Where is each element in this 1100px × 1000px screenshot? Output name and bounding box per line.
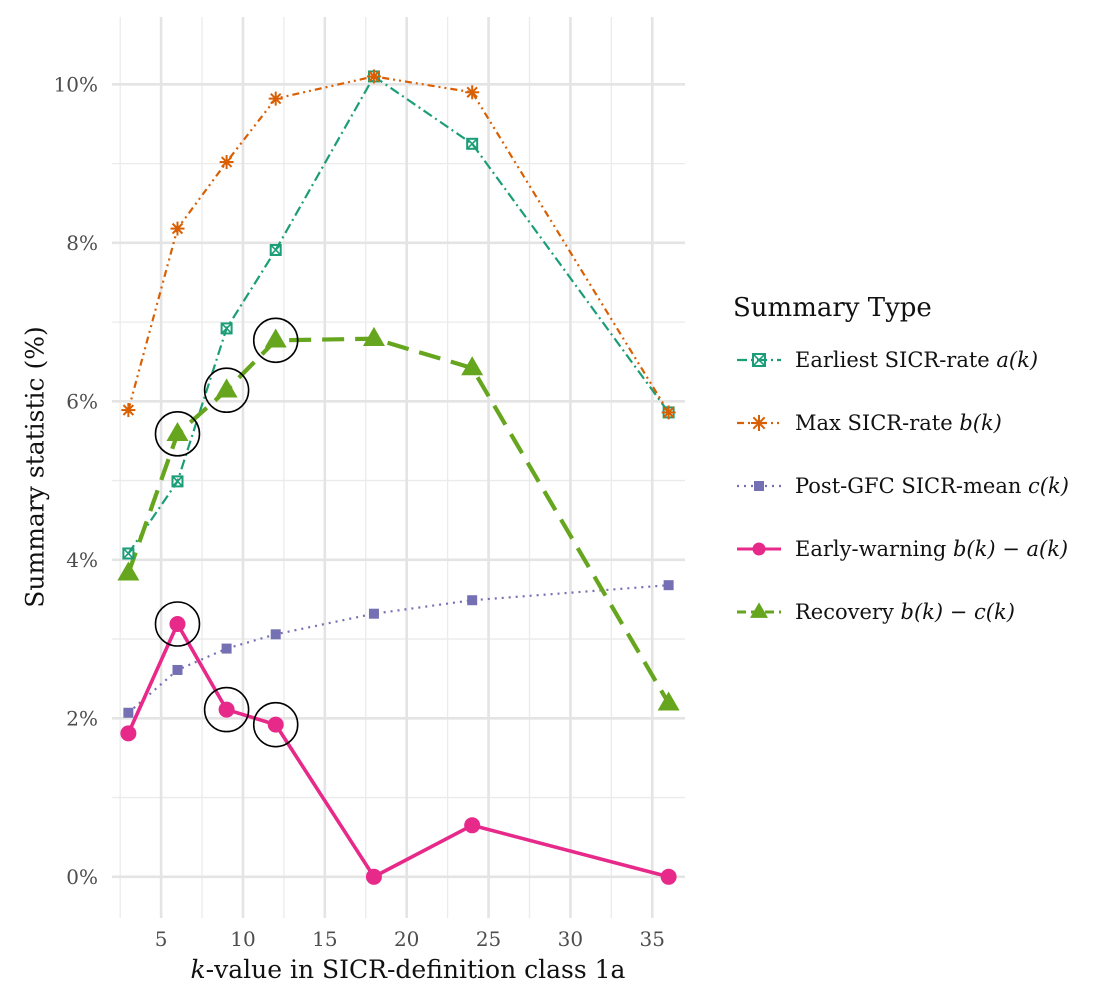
series-lines bbox=[126, 75, 671, 879]
series-line bbox=[127, 584, 669, 714]
data-point bbox=[268, 91, 283, 106]
data-point bbox=[365, 868, 382, 885]
data-point bbox=[663, 580, 674, 591]
data-point bbox=[120, 725, 137, 742]
legend-label: Recovery b(k) − c(k) bbox=[795, 600, 1015, 624]
data-point bbox=[270, 629, 281, 640]
y-axis-title: Summary statistic (%) bbox=[21, 326, 50, 607]
highlight-circle bbox=[203, 367, 250, 414]
highlight-circle bbox=[252, 701, 299, 748]
series-line bbox=[126, 336, 671, 705]
x-tick-label: 35 bbox=[640, 927, 665, 951]
data-point bbox=[117, 561, 140, 581]
data-point bbox=[123, 707, 134, 718]
data-point bbox=[657, 691, 680, 711]
legend-marker bbox=[752, 353, 766, 367]
data-point bbox=[269, 243, 282, 256]
legend-item: Max SICR-rate b(k) bbox=[737, 411, 1002, 435]
data-point bbox=[221, 643, 232, 654]
legend-label: Early-warning b(k) − a(k) bbox=[795, 537, 1068, 561]
legend-marker bbox=[754, 481, 764, 491]
data-point bbox=[219, 155, 234, 170]
data-point bbox=[464, 817, 481, 834]
data-point bbox=[166, 422, 189, 442]
y-tick-label: 2% bbox=[66, 706, 98, 730]
x-axis-title: k-value in SICR-definition class 1a bbox=[191, 955, 626, 984]
y-tick-label: 0% bbox=[66, 865, 98, 889]
legend-item: Post-GFC SICR-mean c(k) bbox=[737, 474, 1069, 498]
data-point bbox=[661, 405, 676, 420]
x-tick-label: 5 bbox=[155, 927, 168, 951]
y-tick-label: 6% bbox=[66, 389, 98, 413]
legend-marker bbox=[752, 542, 766, 556]
data-point bbox=[465, 85, 480, 100]
data-point bbox=[660, 868, 677, 885]
legend-item: Early-warning b(k) − a(k) bbox=[737, 537, 1068, 561]
data-point bbox=[220, 322, 233, 335]
data-point bbox=[171, 475, 184, 488]
series-line bbox=[127, 75, 670, 555]
series-markers bbox=[117, 69, 680, 885]
data-point bbox=[466, 137, 479, 150]
y-tick-label: 8% bbox=[66, 231, 98, 255]
highlight-circle bbox=[252, 317, 299, 364]
data-point bbox=[172, 664, 183, 675]
legend-label: Post-GFC SICR-mean c(k) bbox=[795, 474, 1069, 498]
legend-label: Max SICR-rate b(k) bbox=[795, 411, 1002, 435]
legend-item: Earliest SICR-rate a(k) bbox=[737, 348, 1038, 372]
legend: Summary Type Earliest SICR-rate a(k) Max … bbox=[733, 293, 1069, 624]
data-point bbox=[264, 328, 287, 348]
y-tick-label: 4% bbox=[66, 548, 98, 572]
legend-item: Recovery b(k) − c(k) bbox=[737, 600, 1015, 624]
data-point bbox=[170, 221, 185, 236]
x-tick-label: 10 bbox=[230, 927, 255, 951]
highlight-circles bbox=[154, 317, 299, 748]
data-point bbox=[218, 701, 235, 718]
legend-marker bbox=[750, 602, 768, 618]
data-point bbox=[267, 716, 284, 733]
highlight-circle bbox=[154, 601, 201, 647]
x-axis-ticks: 5 10 15 20 25 30 35 bbox=[155, 927, 665, 951]
data-point bbox=[121, 403, 136, 418]
legend-marker bbox=[751, 415, 767, 431]
x-tick-label: 30 bbox=[558, 927, 583, 951]
y-axis-ticks: 0% 2% 4% 6% 8% 10% bbox=[54, 72, 98, 888]
data-point bbox=[467, 595, 478, 606]
highlight-circle bbox=[154, 411, 201, 457]
x-tick-label: 25 bbox=[476, 927, 501, 951]
series-line bbox=[126, 622, 670, 879]
data-point bbox=[215, 378, 238, 398]
legend-label: Earliest SICR-rate a(k) bbox=[795, 348, 1038, 372]
highlight-circle bbox=[203, 686, 250, 733]
x-tick-label: 15 bbox=[312, 927, 337, 951]
data-point bbox=[362, 326, 385, 346]
x-tick-label: 20 bbox=[394, 927, 419, 951]
grid bbox=[112, 17, 685, 918]
data-point bbox=[122, 547, 135, 560]
data-point bbox=[368, 608, 379, 619]
data-point bbox=[461, 356, 484, 376]
legend-title: Summary Type bbox=[733, 293, 932, 323]
series-line bbox=[127, 75, 670, 414]
data-point bbox=[366, 69, 381, 84]
data-point bbox=[169, 616, 186, 633]
y-tick-label: 10% bbox=[54, 72, 98, 96]
